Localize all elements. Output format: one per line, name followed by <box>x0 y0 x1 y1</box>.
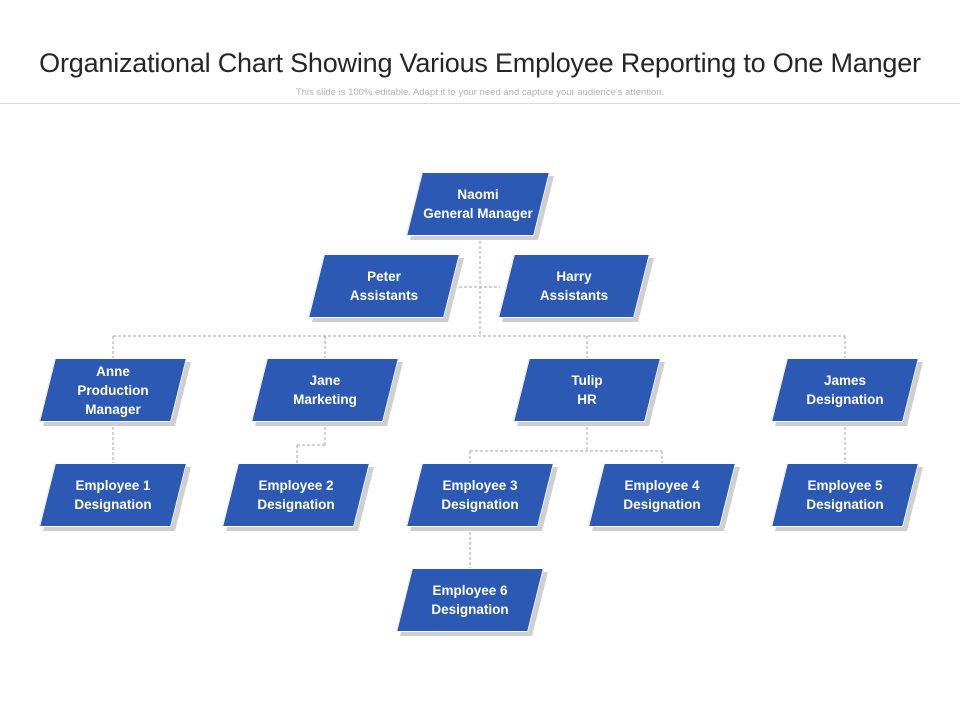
node-role: Designation <box>806 497 884 512</box>
node-label: Tulip HR <box>521 358 653 422</box>
node-role: Designation <box>74 497 152 512</box>
node-label: Employee 6 Designation <box>404 568 536 632</box>
node-role: Designation <box>257 497 335 512</box>
node-role: Production <box>77 382 149 398</box>
node-label: James Designation <box>779 358 911 422</box>
node-role: HR <box>577 392 597 407</box>
node-james: James Designation <box>771 358 923 426</box>
node-role: Marketing <box>293 392 357 407</box>
node-name: James <box>823 373 867 388</box>
node-label: Anne Production Manager <box>47 358 179 422</box>
node-tulip: Tulip HR <box>513 358 665 426</box>
node-name: Employee 6 <box>432 583 508 598</box>
node-peter: Peter Assistants <box>308 254 464 322</box>
node-employee-3: Employee 3 Designation <box>406 463 558 531</box>
node-role: General Manager <box>423 206 533 221</box>
node-role: Designation <box>431 602 509 617</box>
node-employee-5: Employee 5 Designation <box>771 463 923 531</box>
node-employee-4: Employee 4 Designation <box>588 463 740 531</box>
node-name: Peter <box>367 269 401 284</box>
page-title: Organizational Chart Showing Various Emp… <box>39 48 921 78</box>
node-label: Peter Assistants <box>316 254 452 318</box>
node-role: Assistants <box>539 288 609 303</box>
node-label: Jane Marketing <box>259 358 391 422</box>
node-name: Employee 5 <box>807 478 883 493</box>
node-role-extra: Manager <box>85 401 141 417</box>
node-employee-6: Employee 6 Designation <box>396 568 548 636</box>
node-name: Employee 2 <box>258 478 334 493</box>
node-harry: Harry Assistants <box>498 254 654 322</box>
node-name: Employee 4 <box>624 478 700 493</box>
node-role: Assistants <box>349 288 419 303</box>
node-employee-2: Employee 2 Designation <box>222 463 374 531</box>
node-label: Employee 2 Designation <box>230 463 362 527</box>
node-label: Naomi General Manager <box>414 172 542 236</box>
node-label: Harry Assistants <box>506 254 642 318</box>
node-name: Jane <box>309 373 341 388</box>
node-name: Tulip <box>571 373 603 388</box>
node-jane: Jane Marketing <box>251 358 403 426</box>
node-name: Employee 1 <box>75 478 151 493</box>
node-naomi: Naomi General Manager <box>406 172 554 240</box>
page-subtitle: This slide is 100% editable. Adapt it to… <box>295 87 665 98</box>
node-label: Employee 1 Designation <box>47 463 179 527</box>
node-employee-1: Employee 1 Designation <box>39 463 191 531</box>
node-label: Employee 3 Designation <box>414 463 546 527</box>
node-role: Designation <box>623 497 701 512</box>
node-name: Anne <box>96 363 130 379</box>
node-name: Employee 3 <box>442 478 518 493</box>
node-name: Naomi <box>457 187 499 202</box>
title-divider <box>0 103 960 104</box>
node-name: Harry <box>556 269 592 284</box>
node-label: Employee 5 Designation <box>779 463 911 527</box>
node-role: Designation <box>441 497 519 512</box>
node-anne: Anne Production Manager <box>39 358 191 426</box>
node-label: Employee 4 Designation <box>596 463 728 527</box>
node-role: Designation <box>806 392 884 407</box>
